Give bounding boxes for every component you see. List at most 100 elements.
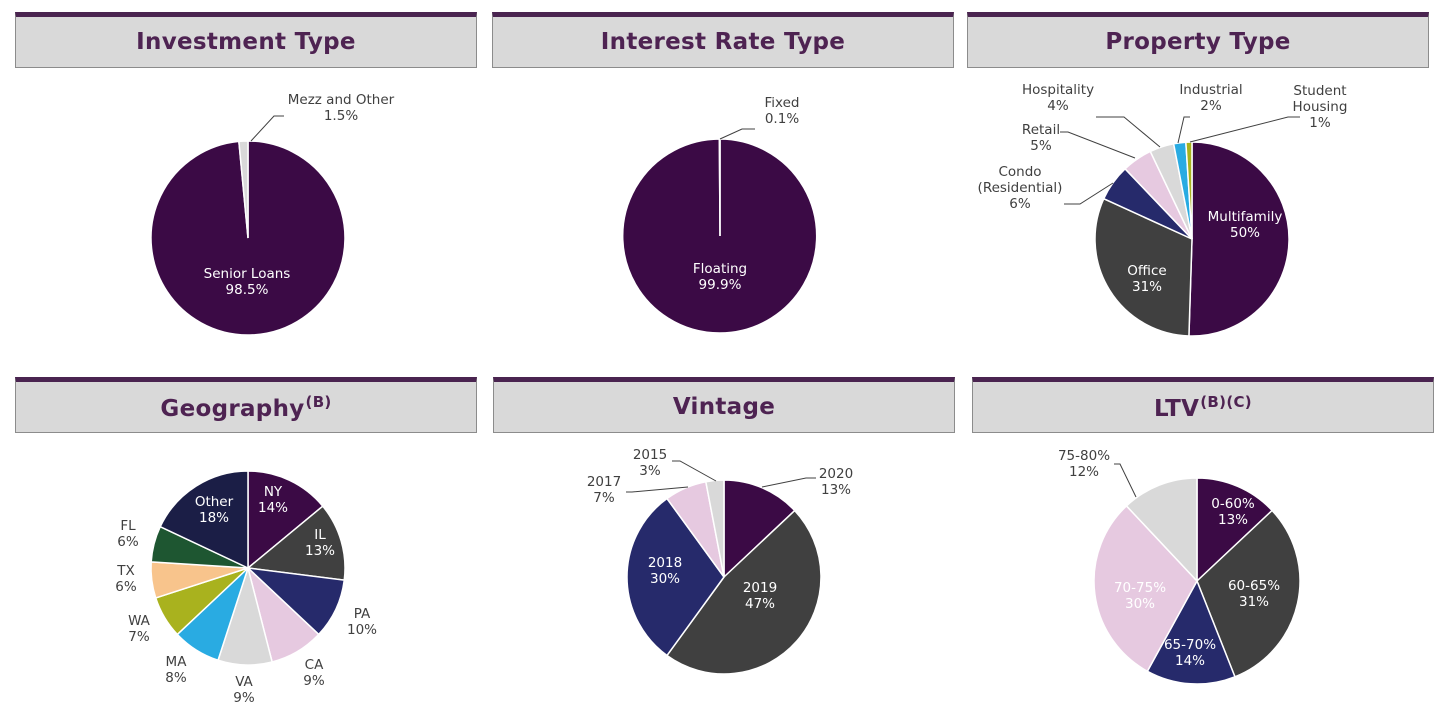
category-label-il: IL [314,527,326,543]
slice-office [1094,197,1193,337]
leader-line-hospitality [1096,116,1161,148]
label-mezz-and-other: Mezz and Other 1.5% [288,92,395,124]
value-label-60-65: 31% [1239,594,1269,610]
category-label-wa: WA [128,613,151,629]
slice-2020 [723,479,796,579]
pie-ltv: 0-60% 13% 60-65% 31% 65-70% 14% 70-75% 30% 75-80… [1058,448,1301,685]
leader-line-retail [1060,131,1136,159]
label-2015: 2015 3% [633,447,667,479]
value-label-senior-loans: 98.5% [226,282,269,298]
leader-line-student-housing [1189,116,1300,143]
geography-title: Geography(B) [160,393,331,422]
value-label-condo-residential: 6% [1009,196,1031,212]
leader-line-condo-residential [1064,182,1114,205]
label-retail: Retail 5% [1022,122,1060,154]
investment-type-title: Investment Type [136,29,356,55]
category-label-0-60: 0-60% [1211,496,1255,512]
value-label-va: 9% [233,690,255,706]
slice-2018 [626,497,725,657]
label-2020: 2020 13% [819,466,853,498]
label-fixed: Fixed 0.1% [765,95,800,127]
label-ca: CA 9% [303,657,325,689]
value-label-70-75: 30% [1125,596,1155,612]
slice-2019 [665,509,822,675]
slice-il [246,505,346,581]
category-label-ca: CA [305,657,324,673]
label-office: Office 31% [1127,263,1166,295]
slice-fixed [718,138,721,237]
label-industrial: Industrial 2% [1179,82,1242,114]
category-label-floating: Floating [693,261,747,277]
category-label-condo-residential: (Residential) [978,180,1063,196]
value-label-retail: 5% [1030,138,1052,154]
value-label-tx: 6% [115,579,137,595]
category-label-student-housing: Student [1293,83,1346,99]
vintage-header: Vintage [493,377,955,433]
category-label-industrial: Industrial [1179,82,1242,98]
value-label-hospitality: 4% [1047,98,1069,114]
category-label-2019: 2019 [743,580,777,596]
value-label-fixed: 0.1% [765,111,799,127]
ltv-title-text: LTV [1154,395,1200,422]
slice-0-60 [1196,477,1274,583]
category-label-mezz-and-other: Mezz and Other [288,92,395,108]
category-label-75-80: 75-80% [1058,448,1110,464]
label-tx: TX 6% [115,563,137,595]
label-condo-residential: Condo (Residential) 6% [978,164,1063,212]
label-pa: PA 10% [347,606,377,638]
slice-65-70 [1146,579,1236,685]
slice-75-80 [1125,477,1198,583]
value-label-fl: 6% [117,534,139,550]
category-label-multifamily: Multifamily [1208,209,1283,225]
leader-line-2017 [626,486,689,493]
label-0-60: 0-60% 13% [1211,496,1255,528]
pie-property-type: Multifamily 50% Office 31% Condo (Residential… [978,82,1347,337]
leader-line-2015 [672,460,717,482]
value-label-2019: 47% [745,596,775,612]
category-label-condo-residential: Condo [998,164,1041,180]
category-label-2018: 2018 [648,555,682,571]
label-70-75: 70-75% 30% [1114,580,1166,612]
value-label-pa: 10% [347,622,377,638]
value-label-floating: 99.9% [699,277,742,293]
label-va: VA 9% [233,674,255,706]
category-label-fixed: Fixed [765,95,800,111]
slice-70-75 [1093,504,1198,673]
label-75-80: 75-80% 12% [1058,448,1110,480]
value-label-multifamily: 50% [1230,225,1260,241]
pie-investment-type: Senior Loans 98.5% Mezz and Other 1.5% [150,92,395,336]
value-label-mezz-and-other: 1.5% [324,108,358,124]
label-ma: MA 8% [165,654,187,686]
category-label-2020: 2020 [819,466,853,482]
value-label-2020: 13% [821,482,851,498]
interest-rate-type-header: Interest Rate Type [492,12,954,68]
category-label-va: VA [235,674,253,690]
value-label-ca: 9% [303,673,325,689]
slice-ny [247,470,324,570]
label-2018: 2018 30% [648,555,682,587]
category-label-2015: 2015 [633,447,667,463]
ltv-title-footnote: (B)(C) [1200,392,1252,411]
leader-line-mezz-and-other [250,115,284,142]
category-label-60-65: 60-65% [1228,578,1280,594]
geography-header: Geography(B) [15,377,477,433]
pie-geography: NY 14%IL 13%PA 10%CA 9%VA 9%MA 8%WA 7%TX 6%FL 6%O… [115,470,377,706]
property-type-title: Property Type [1105,29,1291,55]
slice-mezz-and-other [238,140,249,239]
label-il: IL 13% [305,527,335,559]
label-other: Other 18% [195,494,234,526]
value-label-wa: 7% [128,629,150,645]
category-label-pa: PA [354,606,371,622]
value-label-other: 18% [199,510,229,526]
value-label-2015: 3% [639,463,661,479]
category-label-office: Office [1127,263,1166,279]
leader-line-2020 [761,477,816,488]
geography-title-text: Geography [160,395,305,422]
value-label-0-60: 13% [1218,512,1248,528]
slice-multifamily [1188,141,1290,337]
property-type-header: Property Type [967,12,1429,68]
category-label-tx: TX [116,563,135,579]
category-label-senior-loans: Senior Loans [204,266,291,282]
value-label-office: 31% [1132,279,1162,295]
